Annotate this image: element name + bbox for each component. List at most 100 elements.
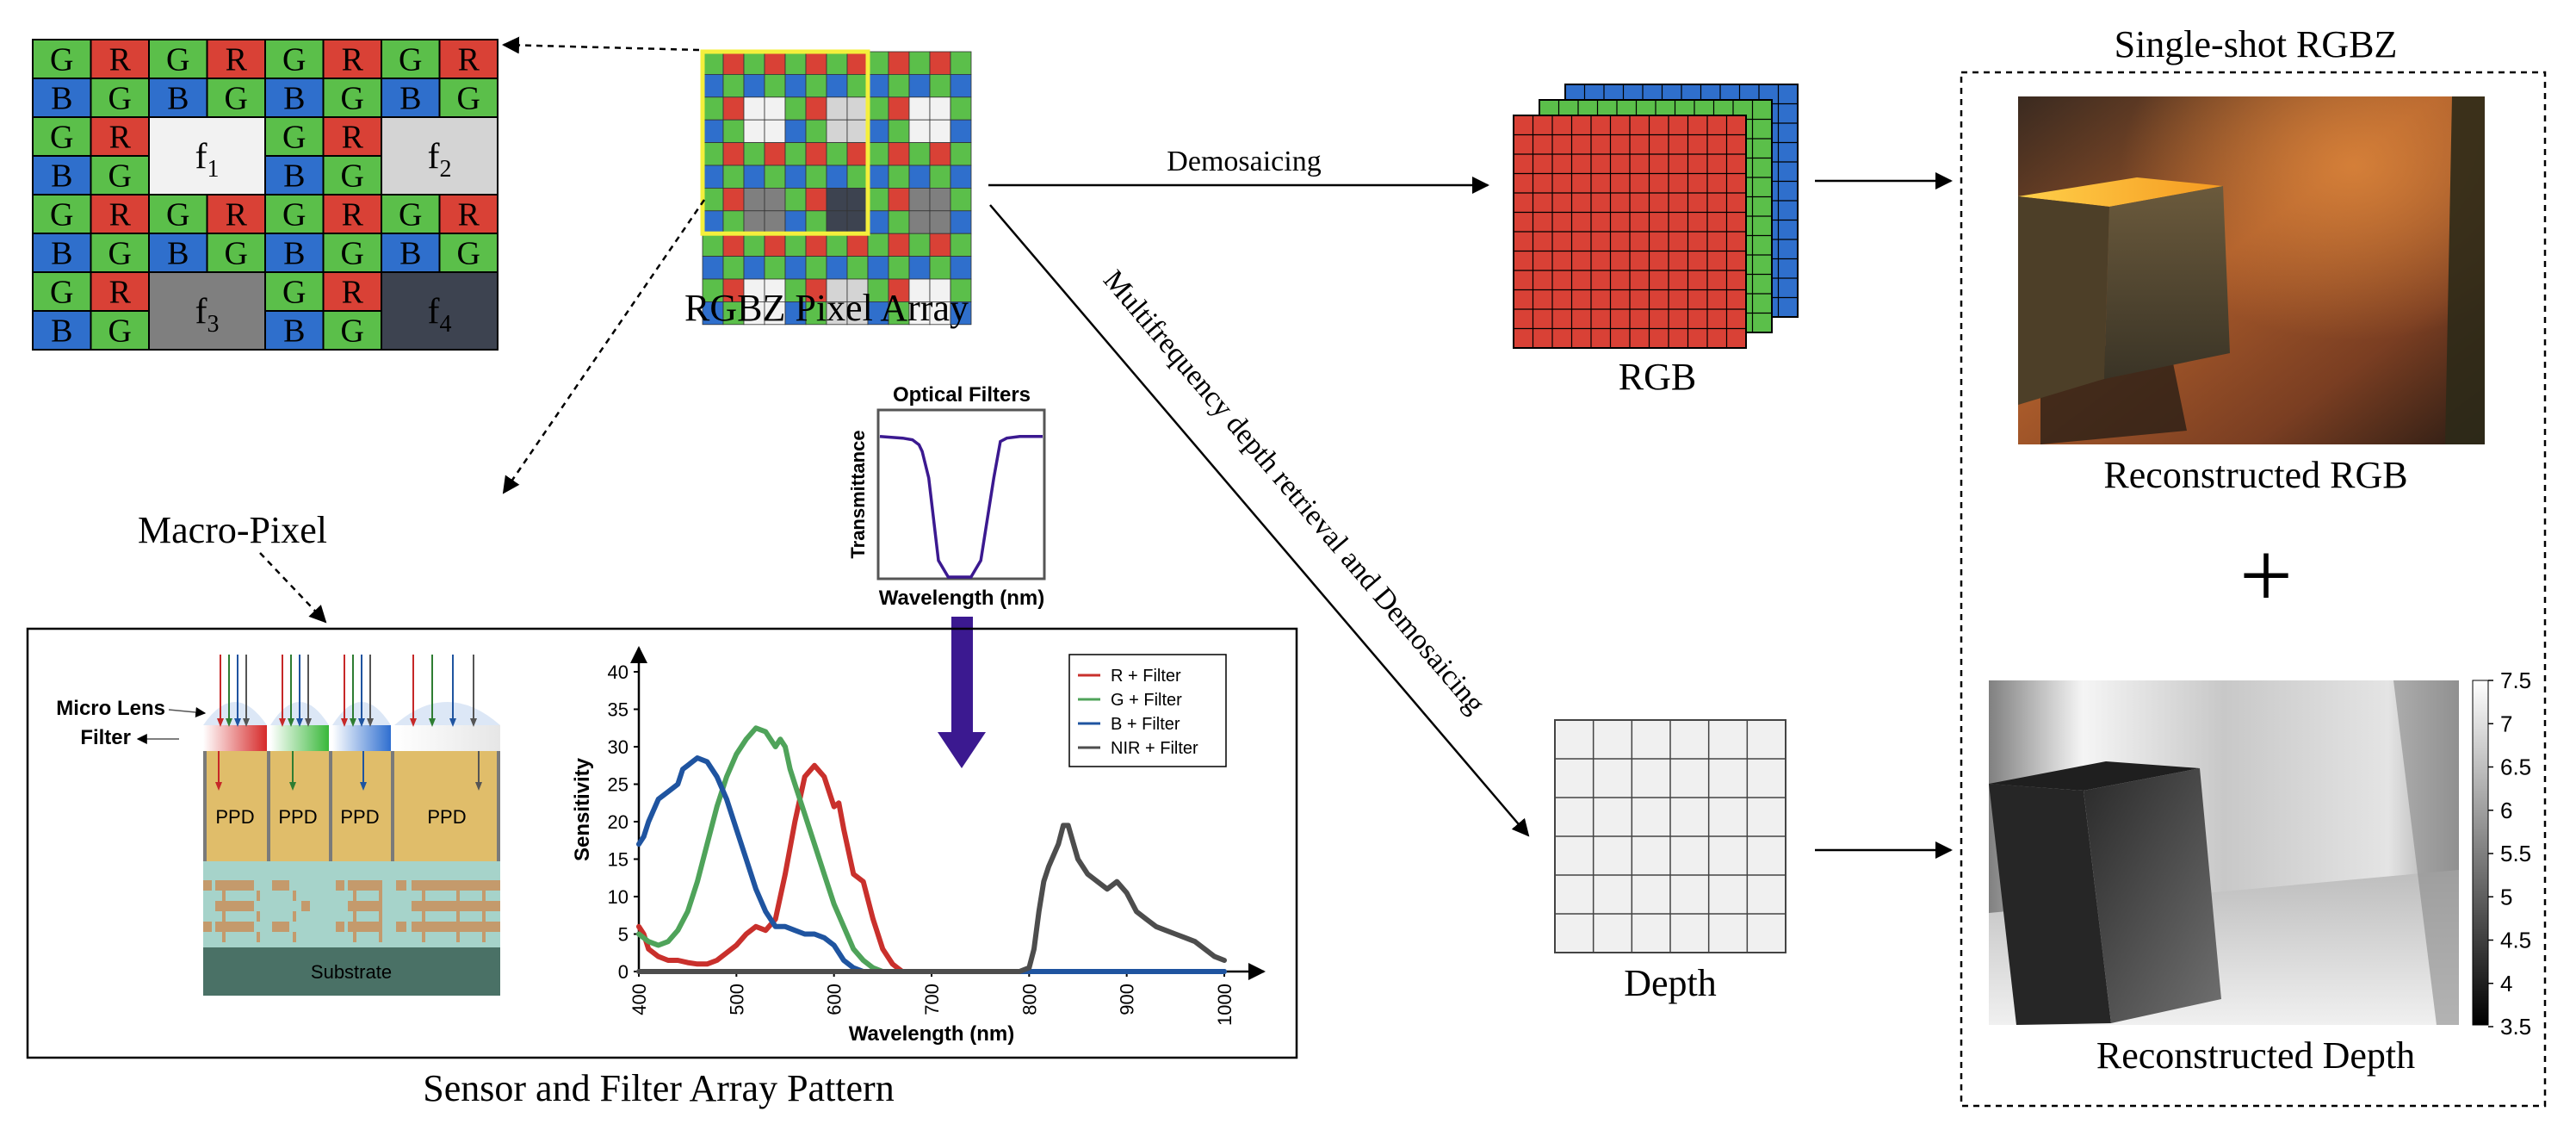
macro-cell-label: R bbox=[458, 197, 480, 233]
macro-cell-label: R bbox=[109, 275, 132, 311]
array-cell bbox=[846, 119, 869, 143]
macro-cell-label: G bbox=[166, 42, 189, 78]
metal-via bbox=[257, 932, 260, 942]
legend-entry: NIR + Filter bbox=[1111, 739, 1198, 758]
array-cell bbox=[950, 301, 972, 326]
array-cell bbox=[805, 51, 827, 75]
array-cell bbox=[784, 278, 807, 302]
micro-lens-label: Micro Lens bbox=[56, 697, 165, 720]
light-ray-head bbox=[279, 718, 286, 727]
macro-cell bbox=[90, 233, 150, 273]
macro-cell-label: R bbox=[342, 120, 364, 156]
array-cell bbox=[805, 142, 827, 166]
array-cell bbox=[888, 210, 910, 234]
macro-cell bbox=[206, 194, 266, 234]
colorbar-tick-label: 7.5 bbox=[2500, 667, 2531, 693]
array-cell bbox=[950, 119, 972, 143]
array-cell bbox=[702, 119, 724, 143]
array-cell bbox=[888, 96, 910, 121]
array-cell bbox=[888, 256, 910, 280]
metal-wire bbox=[215, 922, 254, 932]
array-cell bbox=[846, 233, 869, 258]
light-ray-head bbox=[243, 718, 250, 727]
array-cell bbox=[805, 74, 827, 98]
array-cell bbox=[722, 96, 745, 121]
x-tick-label: 600 bbox=[824, 984, 845, 1015]
array-cell bbox=[805, 96, 827, 121]
plus-sign: + bbox=[2239, 523, 2293, 628]
y-tick-label: 15 bbox=[608, 849, 629, 871]
array-cell bbox=[950, 233, 972, 258]
series-line-2 bbox=[636, 755, 1227, 974]
substrate-label: Substrate bbox=[311, 961, 392, 983]
macro-cell-label: B bbox=[51, 236, 72, 272]
rgb-channel-layer bbox=[1513, 115, 1747, 349]
pointer-arrow-to-macro bbox=[502, 36, 700, 54]
sensitivity-chart: 0 5 10 15 20 25 30 35 40 400 500 600 700 800 900 1000 Se… bbox=[571, 646, 1266, 1046]
array-cell bbox=[908, 165, 931, 189]
metal-via bbox=[456, 932, 460, 942]
array-cell bbox=[743, 256, 765, 280]
macro-cell bbox=[264, 271, 325, 312]
macro-cell-label: G bbox=[282, 275, 306, 311]
array-cell bbox=[826, 142, 848, 166]
array-cell bbox=[929, 165, 951, 189]
colorbar-tick-label: 5 bbox=[2500, 884, 2512, 910]
light-ray-head bbox=[288, 718, 294, 727]
macro-cell bbox=[32, 39, 92, 79]
light-ray-head bbox=[341, 718, 348, 727]
macro-cell-label: G bbox=[341, 314, 364, 350]
macro-cell-label: G bbox=[282, 197, 306, 233]
array-cell bbox=[929, 119, 951, 143]
macro-cell-label: G bbox=[108, 236, 132, 272]
sensor-panel-title: Sensor and Filter Array Pattern bbox=[423, 1067, 894, 1109]
y-tick-label: 0 bbox=[618, 961, 629, 983]
light-ray-head bbox=[234, 718, 241, 727]
reconstructed-depth-label: Reconstructed Depth bbox=[2096, 1034, 2415, 1077]
array-cell bbox=[846, 210, 869, 234]
transmitted-ray-head bbox=[215, 782, 222, 791]
array-cell bbox=[764, 233, 786, 258]
macro-cell-label: R bbox=[342, 197, 364, 233]
x-tick-label: 800 bbox=[1019, 984, 1040, 1015]
array-cell bbox=[743, 74, 765, 98]
macro-cell bbox=[438, 233, 498, 273]
macro-cell bbox=[32, 155, 92, 196]
array-cell bbox=[867, 233, 889, 258]
macro-cell-label: R bbox=[109, 42, 132, 78]
array-cell bbox=[743, 119, 765, 143]
y-tick-label: 40 bbox=[608, 661, 629, 683]
array-cell bbox=[826, 119, 848, 143]
array-cell bbox=[950, 96, 972, 121]
macro-filter-cell-f1 bbox=[148, 116, 266, 196]
light-ray-head bbox=[350, 718, 356, 727]
array-cell bbox=[764, 256, 786, 280]
macro-cell-label: B bbox=[399, 81, 421, 117]
array-cell bbox=[702, 256, 724, 280]
macro-filter-label-f3: f3 bbox=[195, 292, 220, 338]
macro-cell bbox=[322, 78, 382, 118]
pixel-isolation bbox=[267, 751, 270, 861]
metal-wire bbox=[348, 880, 382, 891]
macro-filter-cell-f2 bbox=[381, 116, 498, 196]
array-cell bbox=[743, 210, 765, 234]
array-cell bbox=[722, 165, 745, 189]
light-ray-head bbox=[305, 718, 312, 727]
macro-filter-label-f2: f2 bbox=[428, 137, 452, 183]
light-ray-head bbox=[410, 718, 417, 727]
array-cell bbox=[867, 301, 889, 326]
metal-wire bbox=[348, 922, 382, 932]
array-cell bbox=[702, 233, 724, 258]
macro-cell-label: B bbox=[51, 314, 72, 350]
y-tick-label: 20 bbox=[608, 811, 629, 833]
ppd-label: PPD bbox=[340, 806, 379, 828]
metal-via bbox=[222, 932, 226, 942]
colorbar-tick-label: 4.5 bbox=[2500, 928, 2531, 953]
array-cell bbox=[764, 119, 786, 143]
macro-cell-label: G bbox=[225, 236, 248, 272]
series-line-3 bbox=[636, 823, 1227, 974]
macro-cell-label: R bbox=[109, 197, 132, 233]
array-cell bbox=[888, 142, 910, 166]
legend-entry: G + Filter bbox=[1111, 691, 1182, 710]
